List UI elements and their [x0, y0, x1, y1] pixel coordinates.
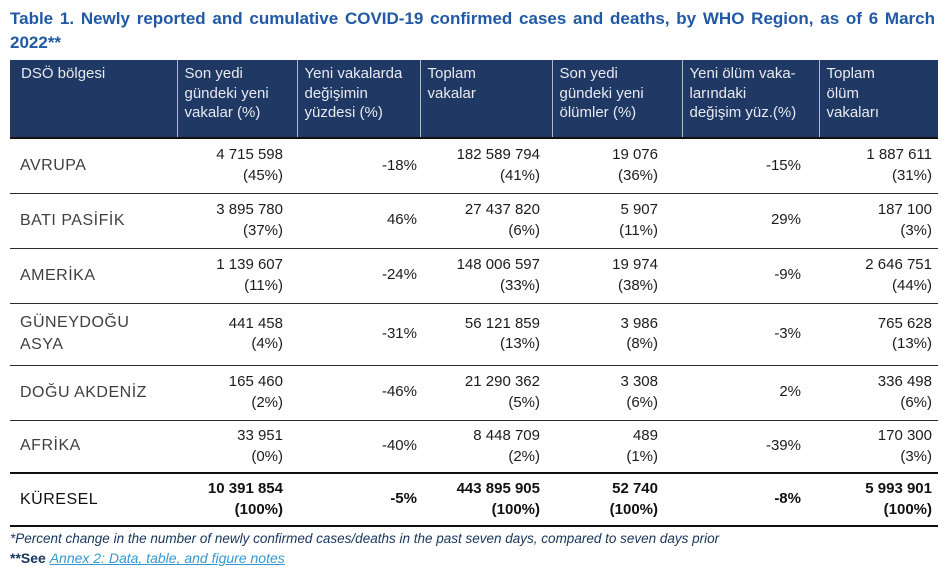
col-header-region: DSÖ bölgesi — [10, 60, 177, 140]
death-change-cell: -9% — [682, 248, 819, 304]
new-cases-cell: 1 139 607 (11%) — [177, 248, 297, 304]
footnote-annex-prefix: **See — [10, 550, 50, 567]
death-change-cell: 2% — [682, 365, 819, 421]
annex-2-link[interactable]: Annex 2: Data, table, and figure notes — [49, 550, 285, 567]
table-header-row: DSÖ bölgesi Son yedi gündeki yeni vakala… — [10, 60, 938, 140]
new-deaths-cell: 19 076 (36%) — [552, 138, 682, 194]
new-cases-cell: 3 895 780 (37%) — [177, 193, 297, 249]
death-change-cell: -15% — [682, 138, 819, 194]
footnotes: *Percent change in the number of newly c… — [10, 530, 938, 568]
region-cell: AMERİKA — [10, 248, 177, 304]
table-title: Table 1. Newly reported and cumulative C… — [10, 9, 935, 53]
table-row: AMERİKA 1 139 607 (11%) -24% 148 006 597(… — [10, 248, 938, 304]
total-deaths-cell: 170 300 (3%) — [819, 420, 938, 475]
total-deaths-cell: 187 100 (3%) — [819, 193, 938, 249]
case-change-cell: -24% — [297, 248, 420, 304]
total-deaths-cell: 336 498 (6%) — [819, 365, 938, 421]
case-change-cell: -40% — [297, 420, 420, 475]
table-row: BATI PASİFİK 3 895 780 (37%) 46% 27 437 8… — [10, 193, 938, 249]
footnote-percent-change: *Percent change in the number of newly c… — [10, 531, 720, 547]
region-cell: AFRİKA — [10, 420, 177, 475]
new-cases-cell: 165 460 (2%) — [177, 365, 297, 421]
footnote-annex: **See Annex 2: Data, table, and figure n… — [10, 549, 938, 568]
case-change-cell: -31% — [297, 303, 420, 366]
total-deaths-cell: 1 887 611 (31%) — [819, 138, 938, 194]
total-deaths-cell: 2 646 751 (44%) — [819, 248, 938, 304]
new-cases-cell: 4 715 598 (45%) — [177, 138, 297, 194]
col-header-new-deaths: Son yedi gündeki yeni ölümler (%) — [551, 60, 682, 140]
col-header-death-change-pct: Yeni ölüm vaka- larındaki değişim yüz.(%… — [681, 60, 819, 140]
table-row: DOĞU AKDENİZ 165 460 (2%) -46% 21 290 362… — [10, 365, 938, 421]
total-cases-cell: 56 121 859 (13%) — [420, 303, 552, 366]
region-cell: KÜRESEL — [10, 473, 177, 528]
death-change-cell: -39% — [682, 420, 819, 475]
case-change-cell: 46% — [297, 193, 420, 249]
case-change-cell: -46% — [297, 365, 420, 421]
case-change-cell: -18% — [297, 138, 420, 194]
table-row-global-total: KÜRESEL 10 391 854 (100%) -5% 443 895 905… — [10, 473, 938, 528]
total-cases-cell: 148 006 597 (33%) — [420, 248, 552, 304]
total-cases-cell: 8 448 709 (2%) — [420, 420, 552, 475]
new-cases-cell: 441 458 (4%) — [177, 303, 297, 366]
case-change-cell: -5% — [297, 473, 420, 528]
col-header-total-cases: Toplam vakalar — [419, 60, 552, 140]
total-cases-cell: 27 437 820 (6%) — [420, 193, 552, 249]
table-row: GÜNEYDOĞU ASYA 441 458 (4%) -31% 56 121 8… — [10, 303, 938, 366]
new-deaths-cell: 3 308 (6%) — [552, 365, 682, 421]
new-cases-cell: 33 951 (0%) — [177, 420, 297, 475]
new-deaths-cell: 5 907 (11%) — [552, 193, 682, 249]
death-change-cell: -3% — [682, 303, 819, 366]
table-row: AVRUPA 4 715 598 (45%) -18% 182 589 794 (4… — [10, 138, 938, 194]
region-cell: AVRUPA — [10, 138, 177, 194]
table-row: AFRİKA 33 951 (0%) -40% 8 448 709 (2%) 489… — [10, 420, 938, 475]
death-change-cell: -8% — [682, 473, 819, 528]
total-deaths-cell: 765 628 (13%) — [819, 303, 938, 366]
col-header-new-cases: Son yedi gündeki yeni vakalar (%) — [176, 60, 297, 140]
total-deaths-cell: 5 993 901 (100%) — [819, 473, 938, 528]
new-deaths-cell: 3 986 (8%) — [552, 303, 682, 366]
region-cell: BATI PASİFİK — [10, 193, 177, 249]
col-header-total-deaths: Toplam ölüm vakaları — [818, 60, 938, 140]
total-cases-cell: 21 290 362 (5%) — [420, 365, 552, 421]
new-cases-cell: 10 391 854 (100%) — [177, 473, 297, 528]
total-cases-cell: 443 895 905 (100%) — [420, 473, 552, 528]
region-cell: DOĞU AKDENİZ — [10, 365, 177, 421]
new-deaths-cell: 489 (1%) — [552, 420, 682, 475]
total-cases-cell: 182 589 794 (41%) — [420, 138, 552, 194]
col-header-case-change-pct: Yeni vakalarda değişimin yüzdesi (%) — [296, 60, 420, 140]
covid-region-table: DSÖ bölgesi Son yedi gündeki yeni vakala… — [10, 60, 938, 528]
new-deaths-cell: 52 740 (100%) — [552, 473, 682, 528]
region-cell: GÜNEYDOĞU ASYA — [10, 303, 177, 366]
death-change-cell: 29% — [682, 193, 819, 249]
new-deaths-cell: 19 974 (38%) — [552, 248, 682, 304]
